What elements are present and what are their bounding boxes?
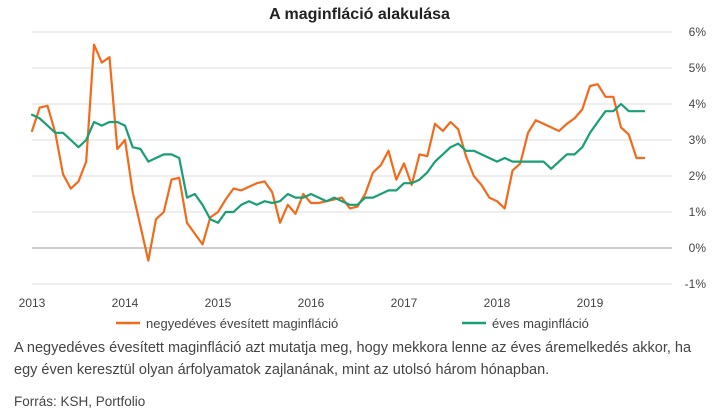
chart-title: A maginfláció alakulása [269,6,450,23]
x-tick-label: 2019 [577,296,604,310]
y-tick-label: 2% [689,169,707,183]
legend-label: éves maginfláció [492,316,589,331]
chart-source: Forrás: KSH, Portfolio [14,394,146,409]
x-tick-label: 2017 [391,296,418,310]
y-tick-label: 4% [689,97,707,111]
legend-label: negyedéves évesített maginfláció [146,316,338,331]
series-line-annual [30,102,646,224]
y-tick-label: -1% [685,277,707,291]
y-tick-label: 1% [689,205,707,219]
x-tick-label: 2016 [298,296,325,310]
series-layer [30,43,646,262]
x-tick-label: 2013 [19,296,46,310]
y-axis-ticks: -1% 0% 1% 2% 3% 4% 5% 6% [685,25,707,291]
series-line-quarterly [30,43,646,262]
x-tick-label: 2018 [484,296,511,310]
x-axis-ticks: 2013 2014 2015 2016 2017 2018 2019 [19,296,604,310]
y-tick-label: 3% [689,133,707,147]
grid-layer [32,31,672,285]
chart-note: A negyedéves évesített maginfláció azt m… [14,340,692,378]
y-tick-label: 6% [689,25,707,39]
y-tick-label: 0% [689,241,707,255]
x-tick-label: 2015 [205,296,232,310]
y-tick-label: 5% [689,61,707,75]
legend: negyedéves évesített maginfláció éves mag… [116,316,589,331]
x-tick-label: 2014 [112,296,139,310]
